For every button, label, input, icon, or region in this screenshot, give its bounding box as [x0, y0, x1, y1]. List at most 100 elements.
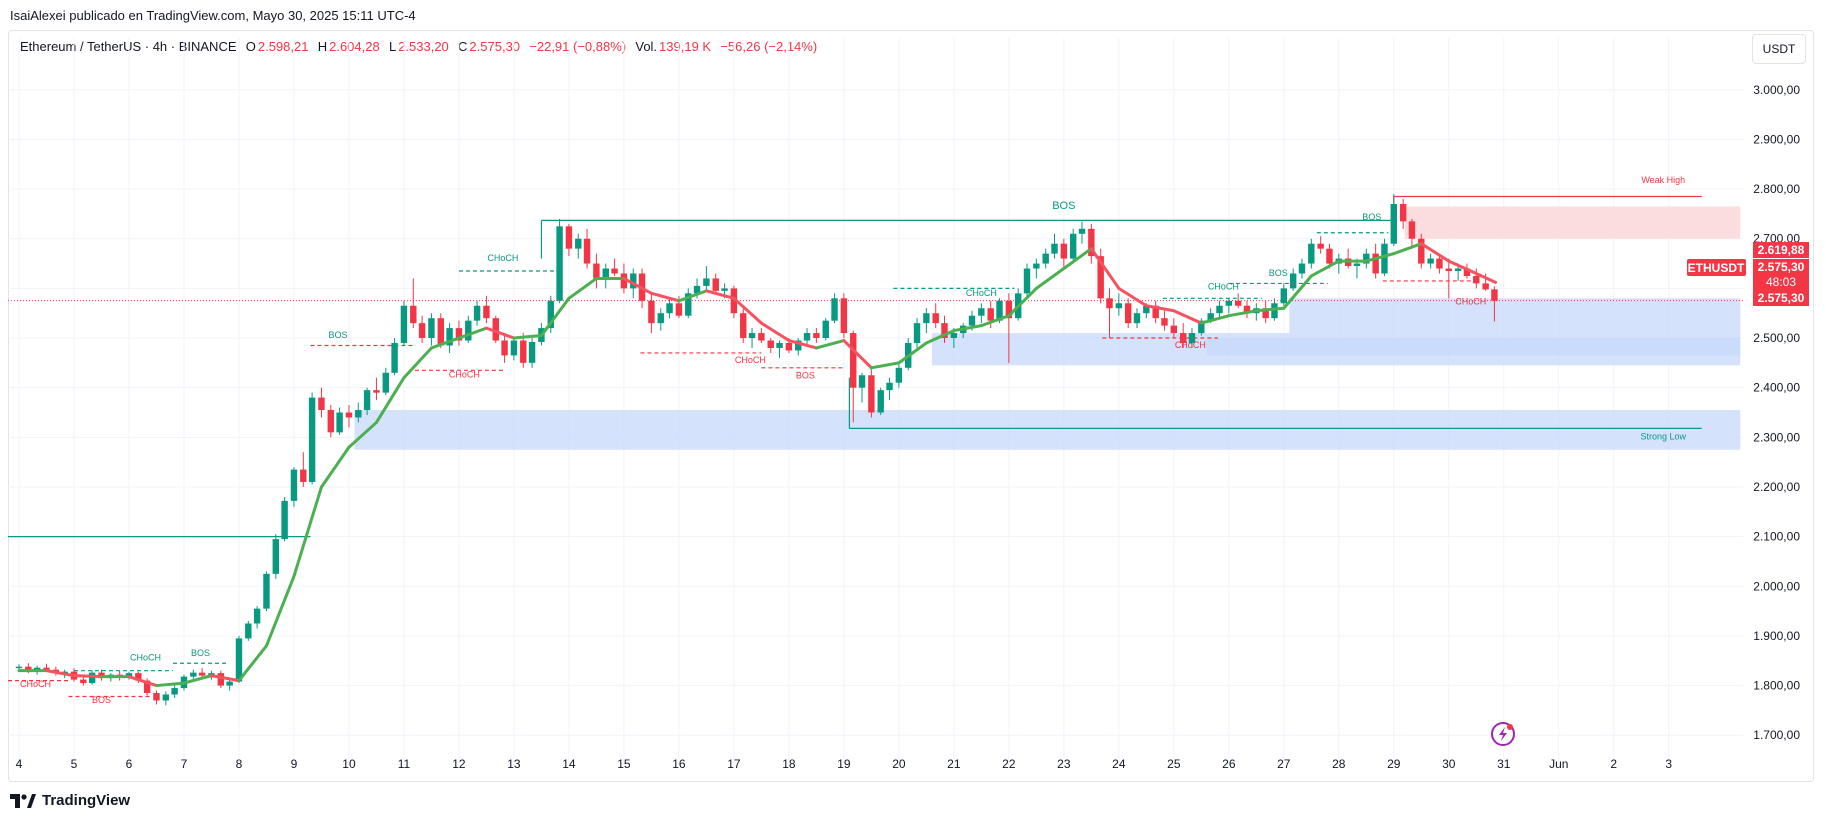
- candle-down: [300, 469, 307, 483]
- time-tick-label: 10: [342, 757, 356, 771]
- candle-up: [235, 638, 243, 682]
- high-price-badge-text: 2.619,88: [1758, 243, 1805, 257]
- structure-lines-layer: [8, 195, 1702, 698]
- countdown-text: 48:03: [1766, 275, 1796, 289]
- candle-down: [373, 390, 380, 393]
- candle-down: [593, 263, 600, 279]
- candle-down: [1445, 268, 1453, 272]
- candle-down: [318, 397, 325, 411]
- price-tick-label: 2.800,00: [1753, 182, 1800, 196]
- ema-segment: [319, 445, 351, 489]
- candle-up: [968, 315, 976, 326]
- candle-down: [418, 323, 426, 339]
- candle-up: [61, 671, 68, 674]
- price-tick-label: 2.200,00: [1753, 480, 1800, 494]
- candle-up: [281, 500, 288, 540]
- candle-down: [648, 300, 655, 324]
- candle-up: [685, 293, 692, 316]
- last-price-badge: [1753, 290, 1809, 306]
- lightning-icon[interactable]: [1491, 722, 1515, 746]
- price-tick-label: 2.500,00: [1753, 331, 1800, 345]
- candle-down: [1152, 305, 1159, 319]
- annotation-choch: CHoCH: [20, 679, 51, 689]
- candle-down: [198, 672, 206, 676]
- time-tick-label: 5: [71, 757, 78, 771]
- tradingview-logo-icon: [10, 793, 36, 808]
- chart-frame: [8, 30, 1814, 782]
- ema-segment: [429, 336, 461, 350]
- candle-down: [583, 238, 591, 264]
- candles-layer: [15, 194, 1498, 706]
- time-tick-label: 21: [947, 757, 961, 771]
- time-tick-label: 27: [1277, 757, 1291, 771]
- time-tick-label: 7: [181, 757, 188, 771]
- candle-up: [1225, 300, 1233, 306]
- candle-down: [143, 680, 151, 694]
- candle-down: [565, 226, 573, 249]
- candle-up: [355, 410, 362, 418]
- candle-up: [245, 623, 252, 639]
- candle-up: [1381, 243, 1388, 274]
- price-tick-label: 1.700,00: [1753, 728, 1800, 742]
- time-tick-label: 15: [617, 757, 631, 771]
- candle-up: [556, 226, 563, 301]
- ema-segment: [1254, 306, 1286, 313]
- currency-button[interactable]: USDT: [1752, 34, 1806, 64]
- legend-close-value: 2.575,30: [469, 39, 521, 54]
- candle-up: [703, 278, 710, 286]
- candle-down: [1060, 243, 1068, 259]
- candle-up: [272, 539, 280, 574]
- ema-segment: [374, 376, 406, 424]
- candle-up: [1198, 320, 1205, 334]
- candle-up: [465, 320, 472, 341]
- candle-up: [226, 681, 233, 686]
- time-tick-label: 8: [236, 757, 243, 771]
- candle-down: [345, 412, 353, 418]
- candle-up: [473, 305, 481, 321]
- candle-down: [712, 278, 719, 291]
- ema-segment: [732, 296, 763, 325]
- ema-segment: [347, 420, 378, 449]
- candle-up: [1289, 273, 1297, 289]
- candle-down: [483, 305, 490, 319]
- candle-up: [1454, 268, 1462, 272]
- candle-down: [813, 333, 820, 339]
- price-tick-label: 2.300,00: [1753, 430, 1800, 444]
- ema-segment: [457, 326, 488, 340]
- ema-segment: [759, 321, 791, 343]
- time-tick-label: 25: [1167, 757, 1181, 771]
- candle-up: [290, 469, 298, 501]
- legend-high-label: H: [317, 39, 328, 54]
- legend-change: −22,91 (−0,88%): [529, 39, 627, 54]
- price-tick-label: 1.900,00: [1753, 629, 1800, 643]
- candle-down: [1124, 303, 1132, 324]
- candle-down: [501, 340, 508, 356]
- candle-up: [895, 367, 903, 383]
- candle-down: [1179, 333, 1187, 343]
- candle-up: [1298, 263, 1306, 274]
- time-tick-label: 20: [892, 757, 906, 771]
- legend-open-value: 2.598,21: [257, 39, 309, 54]
- candle-up: [382, 372, 390, 393]
- candle-up: [263, 573, 270, 609]
- candle-up: [1143, 305, 1150, 314]
- candle-up: [125, 673, 133, 677]
- candle-down: [492, 318, 499, 341]
- candle-up: [391, 342, 398, 373]
- candle-down: [840, 298, 848, 334]
- tradingview-logo[interactable]: TradingView: [10, 792, 130, 809]
- candle-down: [1463, 268, 1471, 276]
- candle-up: [363, 390, 371, 411]
- ema-segment: [1199, 314, 1231, 325]
- candle-up: [803, 333, 811, 341]
- candle-down: [1097, 256, 1104, 299]
- candle-up: [1115, 303, 1123, 309]
- ema-segment: [1447, 259, 1478, 275]
- candle-down: [785, 342, 793, 351]
- candle-down: [1436, 258, 1443, 269]
- time-tick-label: 29: [1387, 757, 1401, 771]
- ema-segment: [484, 326, 516, 340]
- time-tick-label: 22: [1002, 757, 1016, 771]
- candle-up: [190, 672, 197, 677]
